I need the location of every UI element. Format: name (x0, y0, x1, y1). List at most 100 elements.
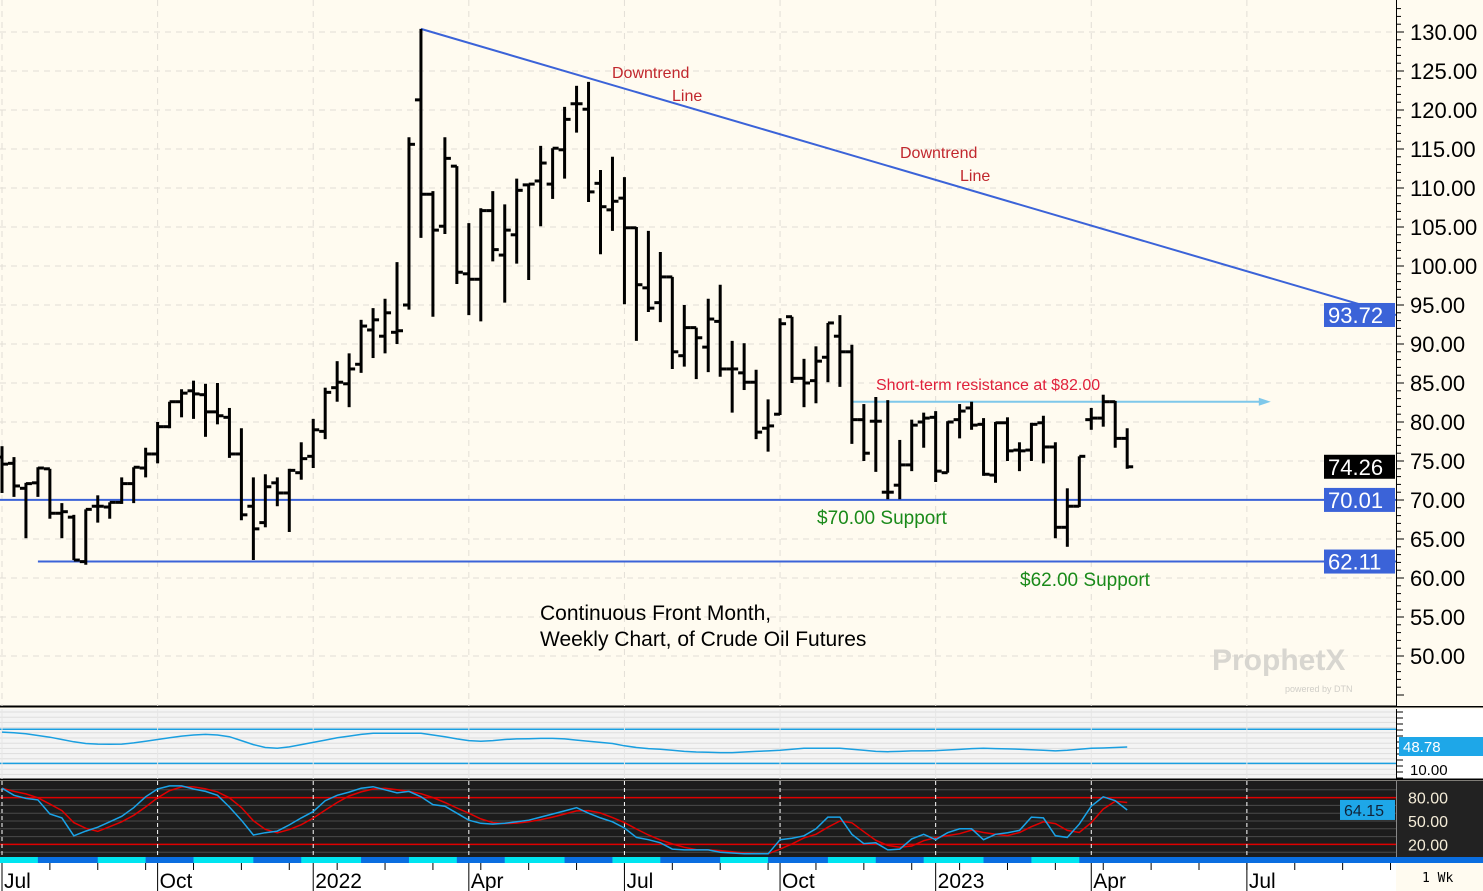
ohlc-bar (678, 305, 691, 367)
ohlc-bar (450, 164, 463, 284)
resistance-arrow-icon (1258, 397, 1271, 406)
ohlc-bar (809, 346, 822, 404)
color-strip-cell (768, 857, 781, 863)
lower-axis-label: 50.00 (1408, 814, 1448, 831)
color-strip-cell (564, 857, 578, 863)
color-strip-cell (73, 857, 87, 863)
ohlc-bar (115, 477, 128, 504)
lower-axis-bg (1396, 781, 1483, 857)
ohlc-bar (187, 380, 200, 419)
ohlc-bar (307, 418, 320, 469)
price-axis-label: 80.00 (1410, 410, 1465, 435)
price-badge (1324, 549, 1395, 574)
ohlc-bar (1037, 415, 1050, 464)
color-strip-cell (325, 857, 338, 863)
price-axis-bg (1396, 0, 1483, 706)
price-badge-label: 74.26 (1328, 455, 1383, 480)
logo-text: ProphetX (1212, 644, 1345, 677)
color-strip-cell (672, 857, 685, 863)
ohlc-bar (618, 177, 631, 305)
color-strip-cell (1079, 857, 1092, 863)
chart-annotation: $70.00 Support (817, 508, 948, 529)
color-strip-cell (636, 857, 649, 863)
ohlc-bar (1061, 488, 1074, 547)
color-strip-cell (265, 857, 278, 863)
color-strip-cell (1, 857, 15, 863)
chart-annotation: Downtrend (612, 65, 689, 82)
color-strip-cell (720, 857, 733, 863)
color-strip-cell (1115, 857, 1128, 863)
color-strip-cell (361, 857, 374, 863)
color-strip-cell (1067, 857, 1080, 863)
ohlc-bar (1121, 428, 1134, 469)
price-axis-label: 110.00 (1410, 176, 1476, 201)
ohlc-bar (726, 340, 739, 413)
color-strip-cell (229, 857, 242, 863)
ohlc-bar (1097, 394, 1110, 427)
price-axis-label: 130.00 (1410, 20, 1477, 45)
time-axis-label: Apr (1093, 870, 1126, 891)
color-strip-cell (600, 857, 613, 863)
ohlc-bar (546, 146, 559, 199)
ohlc-bar (738, 343, 751, 391)
price-axis-label: 65.00 (1410, 527, 1465, 552)
ohlc-bar (414, 28, 427, 238)
ohlc-bar (1013, 442, 1026, 472)
ohlc-bar (989, 421, 1002, 483)
color-strip-cell (480, 857, 494, 863)
color-strip-cell (780, 857, 793, 863)
color-strip-cell (133, 857, 147, 863)
color-strip-cell (1103, 857, 1116, 863)
color-strip-cell (97, 857, 111, 863)
price-axis-label: 115.00 (1410, 137, 1476, 162)
ohlc-bar (558, 106, 571, 179)
color-strip-cell (217, 857, 230, 863)
ohlc-bar (151, 422, 164, 464)
color-strip-cell (289, 857, 302, 863)
color-strip-cell (121, 857, 135, 863)
interval-label[interactable]: 1 Wk (1422, 871, 1453, 886)
color-strip-cell (385, 857, 398, 863)
color-strip-cell (983, 857, 997, 863)
color-strip-cell (791, 857, 805, 863)
ohlc-bar (1025, 422, 1038, 461)
price-axis-label: 75.00 (1410, 449, 1465, 474)
ohlc-bar (199, 383, 212, 437)
interval-box (1396, 863, 1483, 891)
ohlc-bar (391, 262, 404, 344)
color-strip-cell (851, 857, 865, 863)
price-badge (1324, 487, 1395, 512)
color-strip-cell (253, 857, 266, 863)
color-strip-cell (420, 857, 434, 863)
ohlc-bar (367, 308, 380, 359)
color-strip-cell (756, 857, 769, 863)
ohlc-bar (869, 397, 882, 472)
price-axis-label: 120.00 (1410, 98, 1477, 123)
ohlc-bar (319, 387, 332, 440)
ohlc-bar (7, 457, 20, 497)
ohlc-bar (259, 474, 272, 528)
color-strip-cell (923, 857, 937, 863)
middle-panel-bg (0, 709, 1396, 779)
time-axis-label: 2023 (938, 870, 985, 891)
color-strip-cell (624, 857, 637, 863)
ohlc-bar (402, 137, 415, 310)
color-strip-cell (61, 857, 75, 863)
color-strip-cell (612, 857, 625, 863)
ohlc-bar (43, 467, 56, 519)
color-strip-cell (1055, 857, 1068, 863)
ohlc-bar (19, 482, 32, 539)
ohlc-bar (31, 466, 44, 497)
price-axis-label: 105.00 (1410, 215, 1477, 240)
ohlc-bar (522, 182, 535, 281)
color-strip-cell (696, 857, 709, 863)
ohlc-bar (486, 191, 499, 262)
lower-axis-label: 20.00 (1408, 837, 1448, 854)
ohlc-bar (570, 85, 583, 133)
ohlc-bar (606, 156, 619, 231)
color-strip-cell (863, 857, 877, 863)
color-strip-cell (552, 857, 566, 863)
ohlc-bar (821, 321, 834, 383)
color-strip-cell (432, 857, 446, 863)
